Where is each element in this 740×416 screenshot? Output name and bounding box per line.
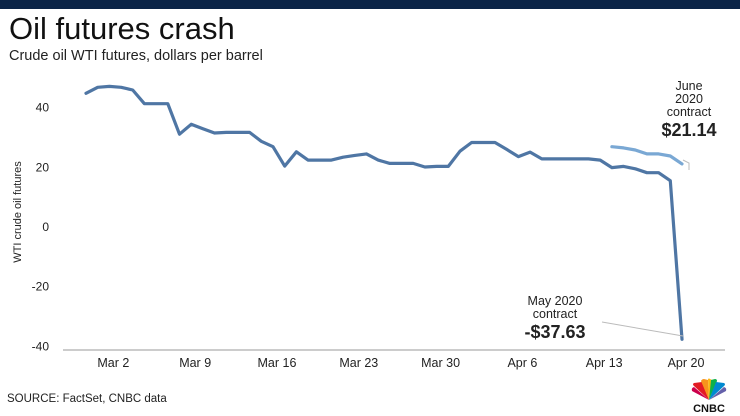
cnbc-peacock-icon <box>691 378 727 400</box>
annotation-label-may: contract <box>533 307 578 321</box>
y-axis-title: WTI crude oil futures <box>12 161 24 263</box>
top-bar <box>0 0 740 9</box>
y-tick-label: -20 <box>32 280 50 294</box>
series-layer <box>84 84 684 341</box>
y-tick-label: 0 <box>42 220 49 234</box>
annotation-label-june: June <box>675 79 702 93</box>
x-tick-label: Mar 16 <box>258 356 297 370</box>
cnbc-logo: CNBC <box>691 378 727 415</box>
annotation-value-may: -$37.63 <box>524 322 585 342</box>
x-tick-label: Apr 6 <box>507 356 537 370</box>
y-tick-label: 20 <box>36 160 50 174</box>
annotation-label-may: May 2020 <box>528 294 583 308</box>
annotation-leader-june <box>682 159 690 170</box>
annotation-value-june: $21.14 <box>661 120 716 140</box>
series-line-may <box>84 84 684 341</box>
source-note: SOURCE: FactSet, CNBC data <box>7 393 167 405</box>
x-tick-label: Mar 23 <box>339 356 378 370</box>
y-tick-label: 40 <box>36 101 50 115</box>
x-tick-label: Mar 30 <box>421 356 460 370</box>
annotation-label-june: 2020 <box>675 92 703 106</box>
cnbc-logo-text: CNBC <box>693 403 725 415</box>
y-tick-label: -40 <box>32 339 50 353</box>
chart-title: Oil futures crash <box>9 11 235 46</box>
x-tick-label: Apr 20 <box>668 356 705 370</box>
annotation-label-june: contract <box>667 105 712 119</box>
chart-subtitle: Crude oil WTI futures, dollars per barre… <box>9 48 263 64</box>
series-line-june <box>610 145 684 166</box>
annotation-leader-may <box>601 321 684 337</box>
x-tick-label: Apr 13 <box>586 356 623 370</box>
axis-layer: WTI crude oil futures 40 20 0 -20 -40 Mar 2 Mar… <box>12 101 725 370</box>
x-tick-label: Mar 2 <box>97 356 129 370</box>
x-tick-label: Mar 9 <box>179 356 211 370</box>
